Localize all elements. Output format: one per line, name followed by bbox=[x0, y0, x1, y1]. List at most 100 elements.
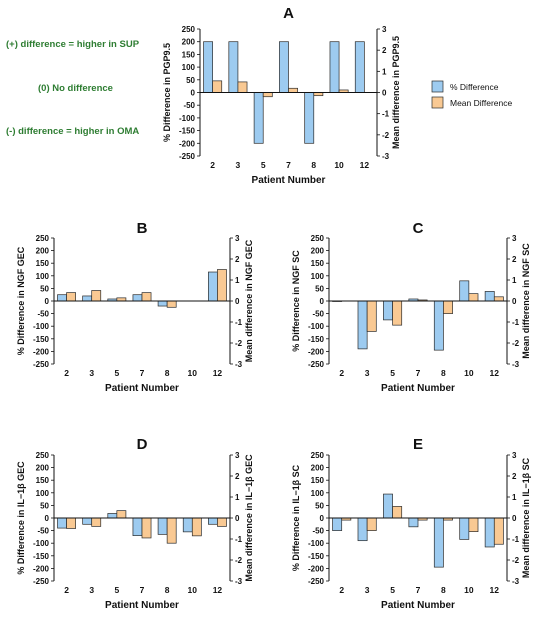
mean-bar-2 bbox=[66, 292, 76, 302]
legend-swatch-1 bbox=[431, 96, 444, 109]
y-axis-label: % Difference in NGF GEC bbox=[16, 246, 26, 355]
mean-bar-12 bbox=[493, 296, 504, 302]
mean-bar-2 bbox=[66, 517, 76, 529]
y-tick-label: -250 bbox=[308, 360, 325, 369]
y-tick-label: 250 bbox=[36, 451, 50, 460]
y-axis-label: % Difference in NGF SC bbox=[291, 250, 301, 352]
mean-bar-3 bbox=[91, 517, 102, 527]
mean-bar-8 bbox=[166, 517, 177, 544]
x-axis-label: Patient Number bbox=[381, 600, 455, 611]
y2-axis-label: Mean difference in NGF GEC bbox=[244, 239, 254, 362]
y-tick-label: -50 bbox=[312, 527, 324, 536]
y2-tick-label: -2 bbox=[235, 556, 243, 565]
x-tick-label-5: 5 bbox=[390, 368, 395, 378]
y2-tick-label: -3 bbox=[235, 577, 243, 586]
percent-bar-5 bbox=[253, 92, 264, 144]
x-tick-label-8: 8 bbox=[165, 585, 170, 595]
y-tick-label: 0 bbox=[45, 514, 50, 523]
percent-bar-12 bbox=[484, 517, 495, 548]
y-tick-label: -250 bbox=[33, 360, 50, 369]
x-tick-label-7: 7 bbox=[140, 585, 145, 595]
percent-bar-8 bbox=[433, 300, 444, 351]
x-tick-label-5: 5 bbox=[390, 585, 395, 595]
y-tick-label: -100 bbox=[179, 114, 196, 123]
percent-bar-3 bbox=[357, 300, 368, 350]
y2-tick-label: 0 bbox=[235, 297, 240, 306]
y-tick-label: -50 bbox=[183, 101, 195, 110]
y2-tick-label: -1 bbox=[235, 318, 243, 327]
legend-label-0: % Difference bbox=[450, 82, 499, 92]
x-tick-label-3: 3 bbox=[89, 368, 94, 378]
mean-bar-5 bbox=[262, 92, 273, 98]
x-tick-label-3: 3 bbox=[236, 160, 241, 170]
panel-letter: A bbox=[283, 5, 294, 22]
x-tick-label-8: 8 bbox=[311, 160, 316, 170]
y-tick-label: -100 bbox=[308, 539, 325, 548]
y2-tick-label: -1 bbox=[512, 535, 520, 544]
panel-letter: B bbox=[137, 220, 148, 237]
mean-bar-5 bbox=[392, 506, 403, 519]
chart-panel-a: A250200150100500-50-100-150-200-2503210-… bbox=[162, 5, 512, 186]
y2-tick-label: -1 bbox=[235, 535, 243, 544]
y-axis-label: % Difference in IL−1β GEC bbox=[16, 461, 26, 575]
y2-tick-label: 2 bbox=[382, 46, 387, 55]
percent-bar-3 bbox=[357, 517, 368, 542]
y-axis-label: % Difference in IL−1β SC bbox=[291, 464, 301, 571]
mean-bar-8 bbox=[443, 300, 453, 314]
x-tick-label-7: 7 bbox=[416, 585, 421, 595]
percent-bar-5 bbox=[383, 493, 393, 519]
percent-bar-2 bbox=[57, 294, 67, 302]
y-tick-label: -200 bbox=[179, 139, 196, 148]
y2-tick-label: 2 bbox=[512, 255, 517, 264]
y-tick-label: -250 bbox=[33, 577, 50, 586]
y2-tick-label: 1 bbox=[235, 276, 240, 285]
y2-tick-label: 2 bbox=[512, 472, 517, 481]
legend-label-1: Mean Difference bbox=[450, 98, 512, 108]
y-tick-label: 200 bbox=[36, 464, 50, 473]
mean-bar-3 bbox=[366, 517, 377, 531]
percent-bar-10 bbox=[329, 41, 340, 93]
percent-bar-8 bbox=[157, 517, 168, 535]
y2-tick-label: 0 bbox=[512, 297, 517, 306]
x-tick-label-10: 10 bbox=[464, 368, 474, 378]
mean-bar-12 bbox=[493, 517, 504, 545]
chart-panel-c: C250200150100500-50-100-150-200-2503210-… bbox=[291, 220, 531, 394]
y-tick-label: 150 bbox=[36, 259, 50, 268]
x-tick-label-5: 5 bbox=[114, 368, 119, 378]
y-tick-label: -200 bbox=[308, 564, 325, 573]
panel-letter: E bbox=[413, 436, 423, 453]
percent-bar-5 bbox=[107, 513, 118, 519]
percent-bar-12 bbox=[208, 517, 218, 525]
mean-bar-7 bbox=[141, 517, 152, 539]
y-tick-label: -50 bbox=[37, 527, 49, 536]
y2-tick-label: -3 bbox=[512, 360, 520, 369]
x-axis-label: Patient Number bbox=[105, 600, 179, 611]
y-tick-label: 200 bbox=[36, 247, 50, 256]
y-tick-label: -150 bbox=[308, 335, 325, 344]
y2-tick-label: -3 bbox=[512, 577, 520, 586]
mean-bar-12 bbox=[217, 517, 227, 527]
note-negative: (-) difference = higher in OMA bbox=[6, 126, 140, 137]
y-tick-label: 200 bbox=[311, 247, 325, 256]
x-axis-label: Patient Number bbox=[105, 383, 179, 394]
y-tick-label: 100 bbox=[36, 489, 50, 498]
y-tick-label: -150 bbox=[33, 552, 50, 561]
x-tick-label-3: 3 bbox=[89, 585, 94, 595]
y-tick-label: 100 bbox=[36, 272, 50, 281]
mean-bar-3 bbox=[91, 290, 102, 302]
y2-tick-label: 0 bbox=[382, 89, 387, 98]
chart-panel-d: D250200150100500-50-100-150-200-2503210-… bbox=[16, 436, 254, 611]
percent-bar-12 bbox=[484, 291, 495, 302]
y-tick-label: 200 bbox=[182, 38, 196, 47]
y-tick-label: -100 bbox=[33, 322, 50, 331]
y2-tick-label: -1 bbox=[382, 110, 390, 119]
percent-bar-2 bbox=[203, 41, 213, 93]
x-tick-label-2: 2 bbox=[64, 585, 69, 595]
x-tick-label-10: 10 bbox=[188, 368, 198, 378]
y2-tick-label: -2 bbox=[382, 131, 390, 140]
percent-bar-2 bbox=[57, 517, 67, 529]
y-tick-label: 100 bbox=[182, 63, 196, 72]
x-tick-label-12: 12 bbox=[213, 585, 223, 595]
